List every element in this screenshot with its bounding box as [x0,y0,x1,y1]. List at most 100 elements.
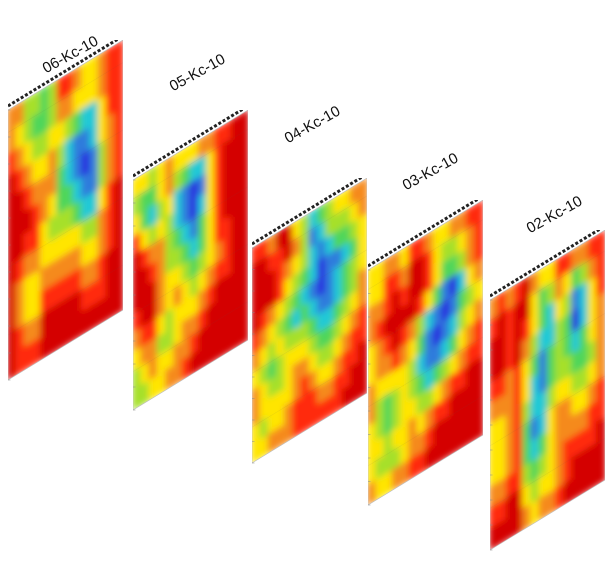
contour-line [133,301,248,372]
heatmap-cell [465,282,476,309]
heatmap-cell [15,189,26,219]
heatmap-cell [284,275,294,301]
heatmap-cell [308,332,319,358]
heatmap-cell [31,134,42,164]
heatmap-cell [505,325,516,354]
heatmap-cell [538,430,549,459]
heatmap-cell [424,287,435,315]
heatmap-cell [133,289,143,315]
heatmap-cell [8,329,18,359]
heatmap-cell [408,454,419,481]
heatmap-cell [284,240,294,265]
heatmap-cell [554,275,565,303]
heatmap-cell [275,263,286,288]
heatmap-cell [368,342,378,369]
heatmap-cell [197,210,208,237]
heatmap-cell [316,309,327,335]
heatmap-cell [391,405,402,433]
heatmap-cell [300,230,311,255]
heatmap-cell [23,94,34,124]
heatmap-cell [40,241,50,271]
heatmap-cell [267,393,278,418]
heatmap-cell [206,263,216,290]
heatmap-cell [530,290,541,318]
heatmap-cell [140,303,151,330]
heatmap-cell [31,246,42,276]
heatmap-cell [505,409,516,437]
heatmap-cell [238,128,248,155]
heatmap-cell [267,339,278,365]
heatmap-cell [473,395,483,422]
heatmap-cell [341,294,352,320]
heatmap-cell [432,282,443,310]
heatmap-cell [538,285,549,313]
contour-line [133,128,248,200]
heatmap-cell [513,425,524,453]
heatmap-cell [230,305,241,332]
heatmap-cell [300,248,311,273]
heatmap-cell [230,248,241,275]
heatmap-cell [530,435,541,464]
heatmap-cell [391,386,402,413]
heatmap-cell [391,288,402,315]
heatmap-cell [465,321,476,348]
heatmap-cell [349,182,360,207]
heatmap-cell [222,119,233,145]
heatmap-cell [554,337,565,365]
heatmap-cell [8,306,18,336]
heatmap-cell [165,345,175,372]
heatmap-cell [424,229,435,256]
heatmap-cell [81,306,91,336]
heatmap-cell [206,148,216,175]
heatmap-cell [563,436,573,465]
heatmap-cell [530,498,541,526]
heatmap-cell [563,270,573,298]
heatmap-cell [89,279,100,309]
heatmap-cell [595,458,605,486]
heatmap-cell [416,351,427,378]
heatmap-cell [441,434,451,461]
heatmap-cell [441,238,451,265]
heatmap-cell [341,258,352,284]
heatmap-cell [546,259,557,287]
heatmap-cell [408,376,419,403]
heatmap-cell [391,445,402,472]
heatmap-cell [505,367,516,395]
heatmap-cell [473,375,483,402]
heatmap-cell [530,477,541,505]
heatmap-cell [349,361,360,386]
heatmap-cell [416,371,427,398]
heatmap-cell [383,293,394,320]
heatmap-cell [530,331,541,360]
heatmap-cell [457,209,468,236]
heatmap-cell [238,110,248,135]
heatmap-cell [8,239,18,269]
heatmap-cell [391,347,402,374]
heatmap-cell [457,326,468,353]
heatmap-cell [173,149,184,175]
heatmap-cell [56,231,67,261]
heatmap-cell [416,332,427,359]
heatmap-cell [156,178,167,205]
heatmap-cell [357,195,367,220]
heatmap-cell [89,144,100,174]
heatmap-cell [316,345,327,371]
heatmap-cell [222,291,233,318]
heatmap-cell [391,425,402,452]
heatmap-cell [579,322,590,350]
heatmap-cell [300,301,311,327]
heatmap-cell [23,116,34,146]
heatmap-cell [400,459,410,486]
heatmap-cell [375,415,386,443]
heatmap-cell [189,196,200,223]
heatmap-cell [522,315,532,344]
heatmap-cell [140,341,151,368]
heatmap-cell [156,370,167,396]
heatmap-panel-1 [8,40,123,381]
heatmap-cell [368,381,378,408]
heatmap-cell [571,244,582,272]
heatmap-cell [349,218,360,243]
heatmap-cell [441,415,451,442]
heatmap-cell [300,265,311,291]
contour-line [368,278,483,349]
